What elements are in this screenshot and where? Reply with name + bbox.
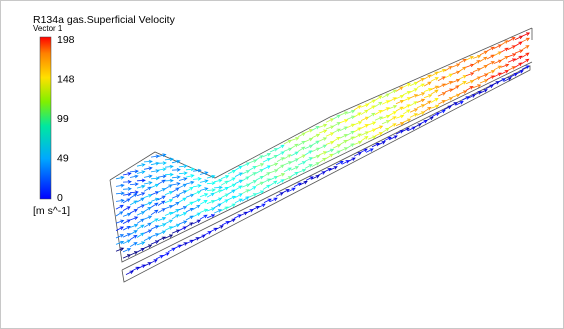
legend-tick-label: 148 [57, 73, 75, 85]
viewport: R134a gas.Superficial Velocity Vector 1 … [0, 0, 564, 329]
legend-tick-label: 49 [57, 152, 69, 164]
legend-tick-label: 0 [57, 192, 63, 204]
legend-tick-label: 99 [57, 113, 69, 125]
color-bar [40, 37, 51, 199]
legend-unit: [m s^-1] [33, 205, 70, 217]
frame [1, 1, 564, 329]
legend-subtitle: Vector 1 [33, 24, 63, 33]
legend-tick-label: 198 [57, 34, 75, 46]
